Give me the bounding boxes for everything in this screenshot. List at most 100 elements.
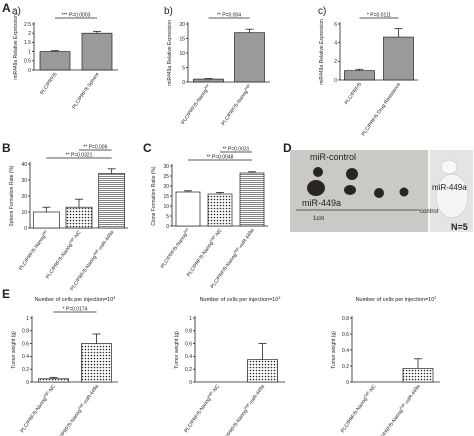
y-tick-label: 5: [182, 65, 185, 71]
photo-label-control-right: control: [420, 209, 438, 215]
bar: [32, 211, 60, 229]
y-tick-label: 4: [334, 40, 337, 46]
bar: [39, 51, 71, 71]
category-label: PLC/PRF/5-Nanoghigh-NC: [19, 383, 58, 434]
p-value-label: ** P=0.0031: [223, 147, 250, 153]
y-tick-label: 20: [21, 194, 27, 200]
category-label: PLC/PRF/5 Sphere: [71, 72, 101, 111]
chart-b: 0 5 10 15 20 miR449a Relative Expression PLC/P…: [167, 13, 270, 127]
y-tick-label: 0.8: [22, 329, 29, 335]
y-tick-label: 0.6: [342, 332, 349, 338]
p-value-label: *** P=0.0003: [62, 13, 91, 19]
y-tick-label: 0: [24, 226, 27, 232]
mouse-head: [440, 159, 458, 175]
bar: [247, 359, 278, 383]
y-tick-label: 0.4: [22, 354, 29, 360]
y-tick-label: 0: [189, 380, 192, 386]
chart-E1: 0 0.2 0.4 0.6 0.8 1 Tumor weight (g) PLC/PRF/5-…: [11, 296, 118, 436]
tumor-control-1: [313, 167, 323, 177]
y-axis-label: Tumor weight (g): [174, 331, 180, 369]
y-tick-label: 20: [179, 22, 185, 28]
bar: [344, 70, 375, 81]
y-tick-label: 0.8: [342, 316, 349, 322]
y-tick-label: 6: [334, 22, 337, 28]
chart-E3: 0 0.2 0.4 0.6 0.8 Tumor weight (g) PLC/PRF/5-N…: [331, 296, 440, 436]
category-label: PLC/PRF/5-Nanoghigh-NC: [183, 383, 222, 434]
chart-title: Number of cells per injection=102: [356, 296, 437, 303]
category-label: PLC/PRF/5 Drug Resistance: [361, 82, 403, 138]
y-tick-label: 5: [166, 214, 169, 220]
y-tick-label: 0.6: [185, 341, 192, 347]
bar: [65, 206, 93, 229]
chart-E2: 0 0.2 0.4 0.6 0.8 1 Tumor weight (g) PLC/PRF/5-…: [174, 296, 285, 436]
y-tick-label: 2.5: [24, 22, 31, 28]
y-tick-label: 15: [163, 194, 169, 200]
bar: [234, 32, 265, 83]
y-tick-label: 0: [334, 78, 337, 84]
mouse-body: [435, 173, 469, 219]
p-value-label: ** P=0.006: [83, 145, 107, 151]
p-value-label: ** P=0.0048: [207, 155, 234, 161]
category-label: PLC/PRF/5-Nanoglow: [17, 229, 50, 272]
category-label: PLC/PRF/5: [39, 72, 59, 96]
panel-sublabel-a: a): [12, 6, 21, 17]
panel-letter-C: C: [143, 141, 152, 155]
y-tick-label: 1: [28, 49, 31, 55]
y-tick-label: 2: [334, 59, 337, 65]
category-label: PLC/PRF/5-Nanoghigh-miR-449a: [375, 383, 422, 436]
tumor-mir-1: [307, 180, 325, 196]
y-tick-label: 0: [166, 224, 169, 230]
category-label: PLC/PRF/5-Nanoghigh-miR-449a: [53, 383, 100, 436]
category-label: PLC/PRF/5-Nanoghigh-NC: [185, 227, 224, 278]
y-tick-label: 2: [28, 31, 31, 37]
tumor-control-2: [346, 168, 358, 180]
tumor-mir-3: [374, 188, 384, 198]
y-tick-label: 0: [182, 80, 185, 86]
y-tick-label: 1.5: [24, 40, 31, 46]
panel-letter-A: A: [2, 1, 11, 15]
p-value-label: ** P=0.0321: [66, 153, 93, 159]
y-axis-label: Clone Formation Ratio (%): [151, 166, 157, 226]
bar: [402, 368, 434, 383]
y-tick-label: 1: [189, 316, 192, 322]
photo-scale-label: 1cm: [313, 216, 324, 222]
category-label: PLC/PRF/5-Nanoghigh: [220, 83, 253, 127]
photo-n-label: N=5: [451, 222, 468, 232]
photo-label-control: miR-control: [310, 152, 356, 162]
y-tick-label: 10: [163, 204, 169, 210]
panel-sublabel-b: b): [164, 6, 173, 17]
chart-title: Number of cells per injection=104: [35, 296, 117, 303]
y-axis-label: miR449a Relative Expression: [319, 19, 325, 85]
y-tick-label: 0.2: [342, 364, 349, 370]
y-tick-label: 10: [21, 210, 27, 216]
y-tick-label: 40: [21, 162, 27, 168]
p-value-label: * P=0.0111: [367, 13, 391, 19]
bar: [207, 193, 233, 227]
y-tick-label: 0.5: [24, 59, 31, 65]
category-label: PLC/PRF/5-Nanoghigh-NC: [44, 229, 83, 280]
y-tick-label: 0: [28, 68, 31, 74]
photo-label-mir-right: miR-449a: [432, 183, 467, 192]
p-value-label: * P=0.0174: [63, 307, 88, 313]
y-tick-label: 30: [21, 178, 27, 184]
bar: [383, 36, 414, 81]
chart-a: 0 0.5 1 1.5 2 2.5 miR449a Relative Expression P…: [13, 13, 118, 111]
y-tick-label: 20: [163, 184, 169, 190]
y-tick-label: 1: [26, 316, 29, 322]
y-tick-label: 0: [346, 380, 349, 386]
y-tick-label: 10: [179, 51, 185, 57]
tumor-mir-2: [344, 185, 356, 195]
y-tick-label: 0.2: [185, 367, 192, 373]
y-tick-label: 0.2: [22, 367, 29, 373]
p-value-label: ** P=0.004: [217, 13, 241, 19]
panel-letter-D: D: [283, 141, 292, 155]
bar: [98, 173, 126, 229]
bar: [239, 172, 265, 227]
bar: [175, 191, 201, 227]
y-axis-label: Sphere Formation Rate (%): [9, 165, 15, 226]
y-tick-label: 25: [163, 174, 169, 180]
y-axis-label: Tumor weight (g): [11, 331, 17, 369]
